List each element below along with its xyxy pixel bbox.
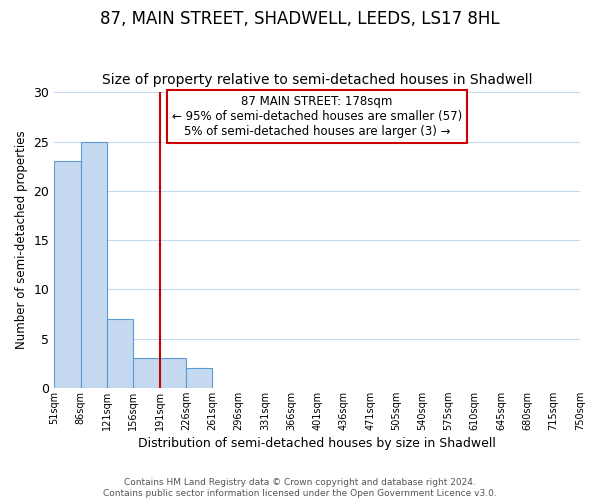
Bar [186,368,212,388]
Title: Size of property relative to semi-detached houses in Shadwell: Size of property relative to semi-detach… [102,73,532,87]
Bar [107,319,133,388]
Text: 87 MAIN STREET: 178sqm
← 95% of semi-detached houses are smaller (57)
5% of semi: 87 MAIN STREET: 178sqm ← 95% of semi-det… [172,95,462,138]
Text: 87, MAIN STREET, SHADWELL, LEEDS, LS17 8HL: 87, MAIN STREET, SHADWELL, LEEDS, LS17 8… [100,10,500,28]
Bar [160,358,186,388]
Bar [80,142,107,388]
Y-axis label: Number of semi-detached properties: Number of semi-detached properties [15,130,28,350]
Bar [133,358,160,388]
X-axis label: Distribution of semi-detached houses by size in Shadwell: Distribution of semi-detached houses by … [138,437,496,450]
Text: Contains HM Land Registry data © Crown copyright and database right 2024.
Contai: Contains HM Land Registry data © Crown c… [103,478,497,498]
Bar [54,162,80,388]
